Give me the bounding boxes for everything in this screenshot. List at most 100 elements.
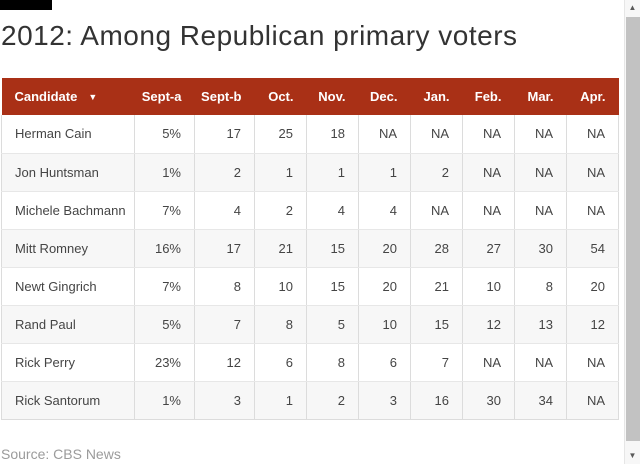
scrollbar-thumb[interactable] [626,17,640,441]
table-body: Herman Cain 5% 17 25 18 NA NA NA NA NA Jon Huntsma… [1,115,619,420]
column-header-label: Candidate [14,89,78,104]
value-cell: NA [566,191,619,230]
value-cell: NA [514,115,567,154]
value-cell: 23% [134,343,195,382]
column-header-dec[interactable]: Dec. [358,78,411,115]
value-cell: 7 [410,343,463,382]
value-cell: 2 [254,191,307,230]
value-cell: 8 [306,343,359,382]
value-cell: 12 [462,305,515,344]
column-header-oct[interactable]: Oct. [254,78,307,115]
value-cell: NA [462,115,515,154]
value-cell: 1 [254,153,307,192]
value-cell: 1 [306,153,359,192]
value-cell: NA [514,343,567,382]
column-header-nov[interactable]: Nov. [306,78,359,115]
value-cell: 28 [410,229,463,268]
value-cell: 4 [306,191,359,230]
candidate-cell: Newt Gingrich [1,267,135,306]
value-cell: 20 [358,229,411,268]
value-cell: 3 [358,381,411,420]
value-cell: NA [514,153,567,192]
value-cell: 2 [194,153,255,192]
source-attribution: Source: CBS News [1,446,121,462]
value-cell: 5 [306,305,359,344]
value-cell: NA [566,115,619,154]
value-cell: 17 [194,115,255,154]
value-cell: 6 [358,343,411,382]
value-cell: 10 [358,305,411,344]
scrollbar-down-arrow-icon[interactable]: ▼ [628,451,637,460]
value-cell: NA [566,381,619,420]
value-cell: 25 [254,115,307,154]
candidate-cell: Herman Cain [1,115,135,154]
value-cell: 8 [514,267,567,306]
candidate-cell: Mitt Romney [1,229,135,268]
value-cell: NA [462,191,515,230]
value-cell: 3 [194,381,255,420]
value-cell: NA [462,153,515,192]
candidate-cell: Michele Bachmann [1,191,135,230]
value-cell: 16% [134,229,195,268]
value-cell: 7% [134,191,195,230]
value-cell: 30 [514,229,567,268]
table-row: Rick Santorum 1% 3 1 2 3 16 30 34 NA [1,381,619,420]
table-row: Newt Gingrich 7% 8 10 15 20 21 10 8 20 [1,267,619,306]
value-cell: 8 [194,267,255,306]
vertical-scrollbar[interactable]: ▲ ▼ [624,0,640,464]
column-header-jan[interactable]: Jan. [410,78,463,115]
scrollbar-up-arrow-icon[interactable]: ▲ [628,3,637,12]
value-cell: 15 [306,267,359,306]
table-row: Herman Cain 5% 17 25 18 NA NA NA NA NA [1,115,619,154]
column-header-sept-b[interactable]: Sept-b [194,78,255,115]
value-cell: 20 [358,267,411,306]
value-cell: 34 [514,381,567,420]
page-title: 2012: Among Republican primary voters [1,20,518,51]
value-cell: 10 [254,267,307,306]
table-row: Michele Bachmann 7% 4 2 4 4 NA NA NA NA [1,191,619,230]
sort-descending-icon: ▼ [88,92,98,102]
value-cell: 2 [410,153,463,192]
candidate-cell: Rand Paul [1,305,135,344]
page: 2012: Among Republican primary voters Ca… [0,0,619,462]
candidate-cell: Rick Santorum [1,381,135,420]
value-cell: 21 [254,229,307,268]
table-header: Candidate ▼ Sept-a Sept-b Oct. Nov. Dec. … [1,78,619,115]
value-cell: NA [410,115,463,154]
value-cell: NA [462,343,515,382]
value-cell: 6 [254,343,307,382]
value-cell: 30 [462,381,515,420]
value-cell: 5% [134,115,195,154]
value-cell: 1 [254,381,307,420]
value-cell: NA [566,153,619,192]
value-cell: 4 [194,191,255,230]
value-cell: NA [566,343,619,382]
value-cell: 54 [566,229,619,268]
column-header-apr[interactable]: Apr. [566,78,619,115]
value-cell: 7 [194,305,255,344]
value-cell: 15 [306,229,359,268]
table-row: Rick Perry 23% 12 6 8 6 7 NA NA NA [1,343,619,382]
column-header-candidate[interactable]: Candidate ▼ [1,78,135,115]
column-header-feb[interactable]: Feb. [462,78,515,115]
value-cell: 1% [134,381,195,420]
value-cell: 16 [410,381,463,420]
column-header-sept-a[interactable]: Sept-a [134,78,195,115]
value-cell: NA [514,191,567,230]
value-cell: 12 [566,305,619,344]
candidate-cell: Rick Perry [1,343,135,382]
value-cell: 1 [358,153,411,192]
value-cell: 13 [514,305,567,344]
candidate-cell: Jon Huntsman [1,153,135,192]
table-header-row: Candidate ▼ Sept-a Sept-b Oct. Nov. Dec. … [1,78,619,115]
value-cell: 27 [462,229,515,268]
value-cell: 12 [194,343,255,382]
value-cell: NA [358,115,411,154]
value-cell: 7% [134,267,195,306]
value-cell: 1% [134,153,195,192]
value-cell: 8 [254,305,307,344]
value-cell: 15 [410,305,463,344]
column-header-mar[interactable]: Mar. [514,78,567,115]
poll-results-table: Candidate ▼ Sept-a Sept-b Oct. Nov. Dec. … [1,78,619,420]
value-cell: NA [410,191,463,230]
